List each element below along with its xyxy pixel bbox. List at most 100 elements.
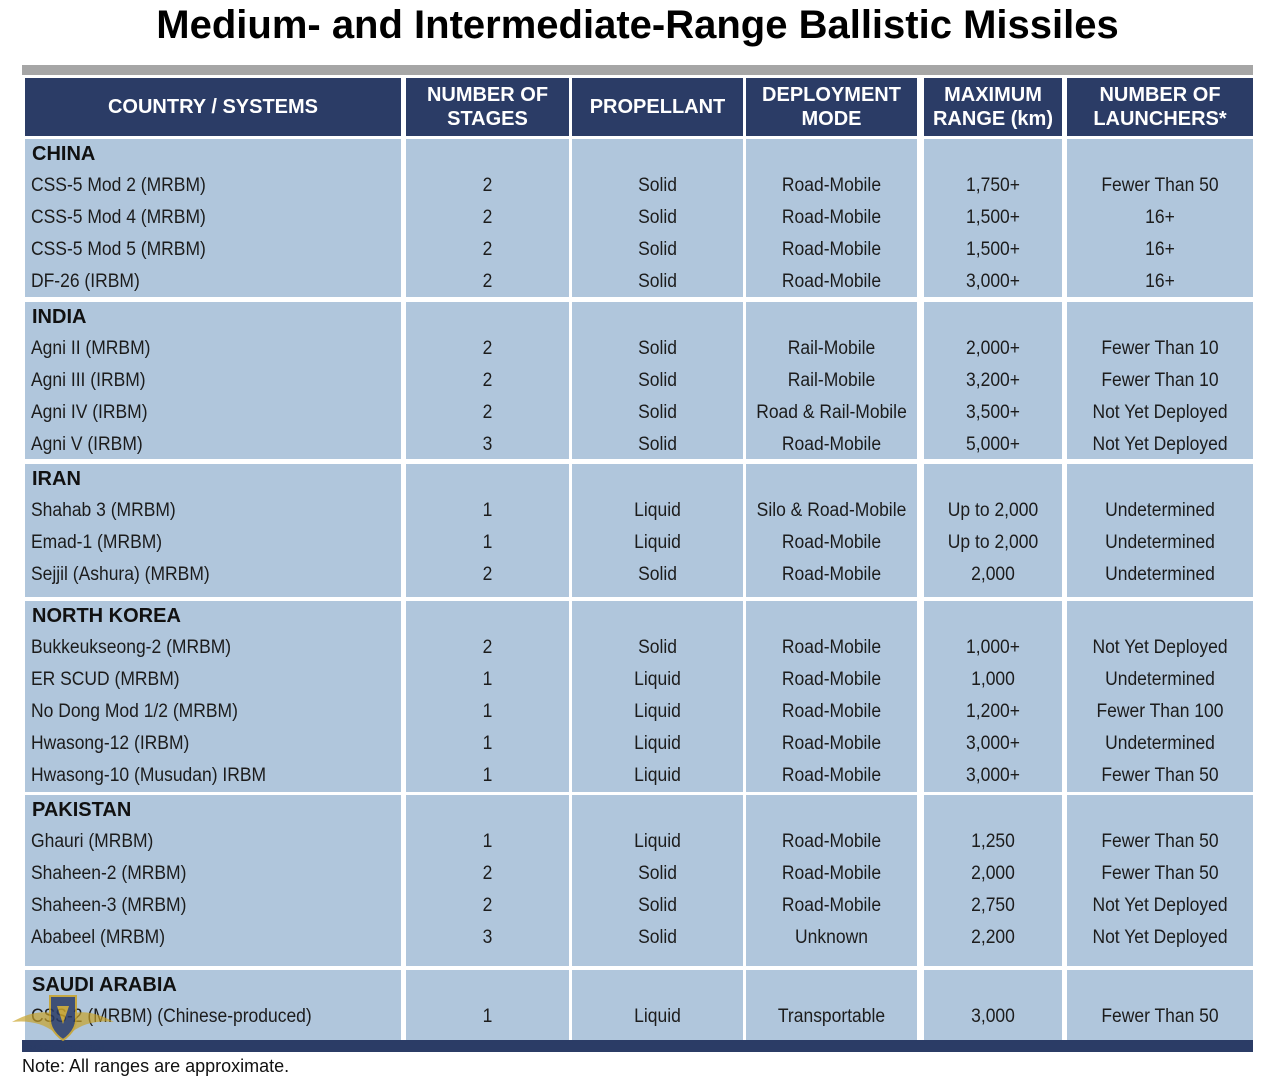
table-row: Shaheen-3 (MRBM) 2 Solid Road-Mobile 2,750 No…	[22, 890, 1253, 922]
table-row: Hwasong-12 (IRBM) 1 Liquid Road-Mobile 3,000…	[22, 728, 1253, 760]
propellant-value: Solid	[638, 370, 677, 392]
column-cell-bg	[1067, 464, 1253, 597]
bottom-rule	[22, 1040, 1253, 1052]
deployment-value: Road-Mobile	[781, 863, 882, 885]
propellant-value: Liquid	[634, 765, 681, 787]
stages-value: 2	[482, 271, 493, 293]
system-name: Emad-1 (MRBM)	[31, 532, 163, 554]
deployment-value: Road-Mobile	[781, 532, 882, 554]
launchers-value: Not Yet Deployed	[1092, 927, 1228, 949]
table-row: Shahab 3 (MRBM) 1 Liquid Silo & Road-Mobile…	[22, 495, 1253, 527]
propellant-value: Solid	[638, 175, 677, 196]
country-name: PAKISTAN	[32, 799, 132, 821]
stages-value: 1	[482, 765, 493, 787]
table-row: Sejjil (Ashura) (MRBM) 2 Solid Road-Mobile 2…	[22, 559, 1253, 591]
column-cell-bg	[572, 601, 743, 792]
stages-value: 1	[482, 500, 493, 521]
stages-value: 1	[482, 701, 493, 723]
system-name: Hwasong-10 (Musudan) IRBM	[31, 765, 267, 787]
column-cell-bg	[406, 795, 569, 966]
stages-value: 1	[482, 1006, 493, 1027]
header-propellant: PROPELLANT	[572, 78, 743, 136]
deployment-value: Road & Rail-Mobile	[756, 402, 907, 424]
stages-value: 2	[482, 370, 493, 392]
stages-value: 2	[482, 863, 493, 885]
stages-value: 3	[482, 434, 493, 456]
stages-value: 1	[482, 733, 493, 755]
table-row: Ababeel (MRBM) 3 Solid Unknown 2,200 Not Yet …	[22, 922, 1253, 954]
propellant-value: Liquid	[634, 831, 681, 852]
column-cell-bg	[406, 970, 569, 1040]
header-maximum-range: MAXIMUM RANGE (km)	[924, 78, 1062, 136]
table-row: ER SCUD (MRBM) 1 Liquid Road-Mobile 1,000 Und…	[22, 664, 1253, 696]
deployment-value: Road-Mobile	[781, 434, 882, 456]
range-value: 2,000	[971, 863, 1015, 885]
deployment-value: Transportable	[777, 1006, 886, 1027]
propellant-value: Solid	[638, 863, 677, 885]
deployment-value: Silo & Road-Mobile	[756, 500, 907, 521]
column-cell-bg	[746, 601, 917, 792]
stages-value: 2	[482, 402, 493, 424]
launchers-value: Undetermined	[1105, 733, 1215, 755]
country-group: CHINA CSS-5 Mod 2 (MRBM) 2 Solid Road-Mobile…	[22, 139, 1253, 297]
launchers-value: Fewer Than 50	[1101, 831, 1219, 852]
table-row: CSS-5 Mod 5 (MRBM) 2 Solid Road-Mobile 1,500…	[22, 234, 1253, 266]
top-rule	[22, 65, 1253, 75]
launchers-value: Undetermined	[1105, 532, 1215, 554]
propellant-value: Solid	[638, 271, 677, 293]
system-name: Ababeel (MRBM)	[31, 927, 166, 949]
stages-value: 2	[482, 338, 493, 359]
range-value: 1,750+	[966, 175, 1020, 196]
column-cell-bg	[406, 464, 569, 597]
system-name: CSS-5 Mod 4 (MRBM)	[31, 207, 206, 229]
column-cell-bg	[572, 139, 743, 297]
column-cell-bg	[746, 302, 917, 459]
system-name: CSS-2 (MRBM) (Chinese-produced)	[31, 1006, 312, 1027]
system-name: Ghauri (MRBM)	[31, 831, 154, 852]
column-cell-bg	[572, 302, 743, 459]
deployment-value: Road-Mobile	[781, 701, 882, 723]
column-cell-bg	[924, 464, 1062, 597]
propellant-value: Solid	[638, 239, 677, 261]
range-value: 3,000+	[966, 733, 1020, 755]
system-name: Agni V (IRBM)	[31, 434, 143, 456]
propellant-value: Liquid	[634, 669, 681, 691]
propellant-value: Liquid	[634, 500, 681, 521]
range-value: Up to 2,000	[947, 532, 1039, 554]
launchers-value: Not Yet Deployed	[1092, 895, 1228, 917]
stages-value: 2	[482, 564, 493, 586]
propellant-value: Solid	[638, 895, 677, 917]
launchers-value: Fewer Than 10	[1101, 338, 1219, 359]
table-row: CSS-5 Mod 4 (MRBM) 2 Solid Road-Mobile 1,500…	[22, 202, 1253, 234]
column-cell-bg	[25, 970, 401, 1040]
table-row: CSS-2 (MRBM) (Chinese-produced) 1 Liquid Tr…	[22, 1001, 1253, 1033]
deployment-value: Rail-Mobile	[787, 338, 876, 359]
country-group: NORTH KOREA Bukkeukseong-2 (MRBM) 2 Solid Ro…	[22, 601, 1253, 792]
watermark-text: ARABDEFENCE FORUM	[22, 1045, 103, 1052]
deployment-value: Road-Mobile	[781, 831, 882, 852]
deployment-value: Road-Mobile	[781, 564, 882, 586]
system-name: Agni III (IRBM)	[31, 370, 146, 392]
column-cell-bg	[746, 970, 917, 1040]
column-cell-bg	[572, 970, 743, 1040]
table-row: Agni IV (IRBM) 2 Solid Road & Rail-Mobile 3,…	[22, 397, 1253, 429]
range-value: 3,200+	[966, 370, 1020, 392]
deployment-value: Road-Mobile	[781, 765, 882, 787]
system-name: Hwasong-12 (IRBM)	[31, 733, 190, 755]
table-row: Agni V (IRBM) 3 Solid Road-Mobile 5,000+ Not …	[22, 429, 1253, 461]
propellant-value: Solid	[638, 434, 677, 456]
deployment-value: Road-Mobile	[781, 207, 882, 229]
system-name: Bukkeukseong-2 (MRBM)	[31, 637, 232, 658]
propellant-value: Liquid	[634, 733, 681, 755]
launchers-value: Fewer Than 50	[1101, 1006, 1219, 1027]
range-value: 2,200	[971, 927, 1015, 949]
column-cell-bg	[746, 795, 917, 966]
deployment-value: Unknown	[795, 927, 868, 949]
system-name: CSS-5 Mod 2 (MRBM)	[31, 175, 206, 196]
range-value: 1,500+	[966, 207, 1020, 229]
footnote: Note: All ranges are approximate.	[22, 1056, 290, 1076]
column-cell-bg	[1067, 970, 1253, 1040]
launchers-value: Undetermined	[1105, 500, 1215, 521]
launchers-value: Undetermined	[1105, 669, 1215, 691]
country-name: NORTH KOREA	[32, 605, 181, 627]
